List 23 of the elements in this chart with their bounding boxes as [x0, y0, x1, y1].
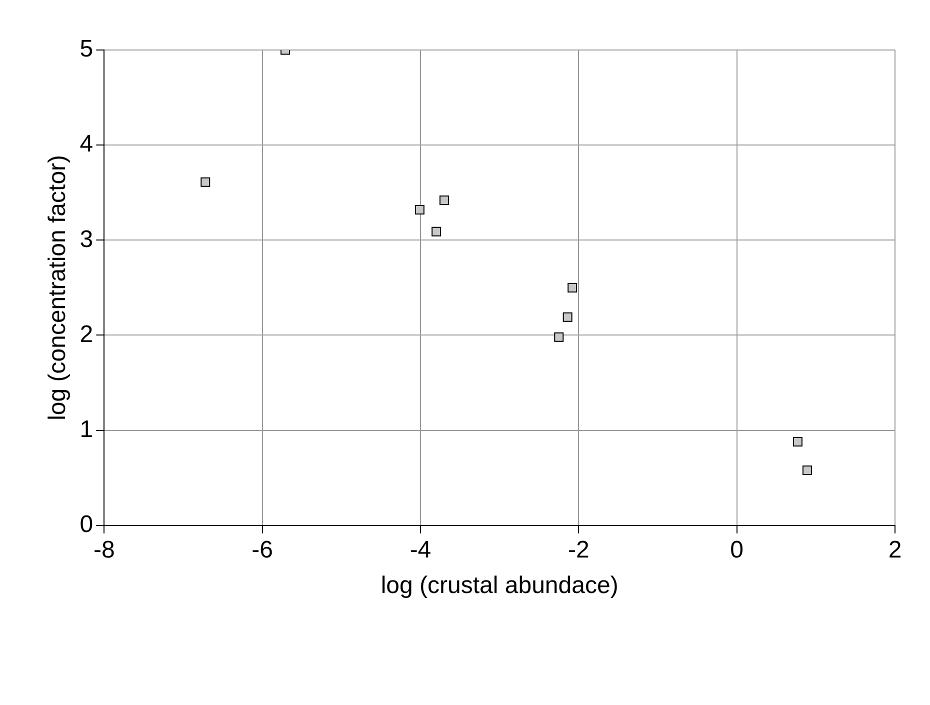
point — [568, 282, 578, 292]
x-tick-label: -2 — [568, 536, 590, 564]
y-tick-label: 5 — [80, 36, 94, 63]
x-tick-label: 0 — [730, 536, 744, 564]
y-tick-label: 1 — [80, 416, 94, 443]
point — [200, 177, 210, 187]
point — [792, 436, 802, 446]
y-axis-title: log (concentration factor) — [44, 154, 72, 420]
y-tick-label: 0 — [80, 511, 94, 538]
point — [439, 195, 449, 205]
point — [414, 204, 424, 214]
y-tick-label: 3 — [80, 226, 94, 253]
x-axis-title: log (crustal abundace) — [380, 572, 618, 600]
x-tick-label: -6 — [252, 536, 273, 564]
y-tick-label: 4 — [80, 130, 94, 158]
point — [562, 312, 572, 322]
x-tick-label: 2 — [888, 536, 902, 564]
y-tick-label: 2 — [80, 320, 94, 348]
point — [802, 466, 812, 475]
x-tick-label: -4 — [410, 536, 432, 564]
x-tick-label: -8 — [93, 536, 115, 564]
point — [432, 226, 442, 236]
point — [554, 332, 564, 342]
